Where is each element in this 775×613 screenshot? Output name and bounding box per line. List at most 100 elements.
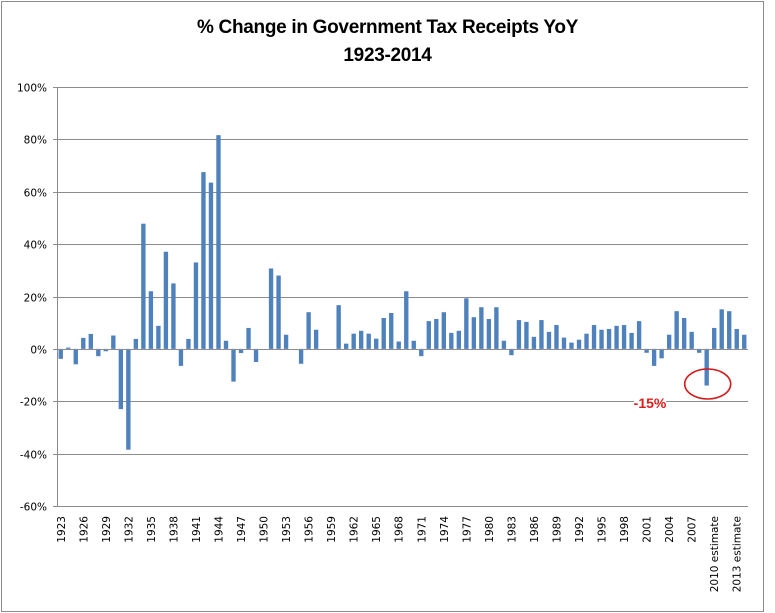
bar-1996 — [606, 328, 612, 349]
y-tick-label: -40% — [20, 450, 47, 462]
bar-2001 — [644, 348, 649, 353]
x-tick-label: 1983 — [506, 516, 518, 543]
x-tick-label: 1938 — [168, 516, 180, 543]
x-tick-label: 1974 — [439, 516, 451, 543]
bar-2013-estimate — [734, 328, 739, 349]
bar-1972 — [426, 321, 431, 349]
bar-1952 — [276, 275, 281, 349]
x-tick-label: 1932 — [123, 516, 135, 543]
x-tick-label: 1977 — [461, 516, 473, 543]
bar-1962 — [351, 333, 356, 349]
bar-1949 — [253, 348, 259, 362]
x-tick-label: 1953 — [281, 516, 293, 543]
x-tick-label: 1962 — [349, 516, 361, 543]
x-tick-label: 1968 — [394, 516, 406, 543]
bar-1926 — [81, 337, 86, 349]
x-tick-label: 1956 — [304, 516, 316, 543]
bar-1978 — [471, 317, 477, 349]
bar-1953 — [283, 334, 289, 349]
bar-1969 — [404, 291, 409, 349]
annotation-label: -15% — [634, 395, 667, 411]
bar-1999 — [629, 332, 634, 349]
x-tick-label: 2004 — [664, 516, 676, 543]
bar-1942 — [201, 172, 206, 349]
bar-1956 — [306, 312, 311, 349]
bar-1934 — [141, 223, 146, 349]
x-tick-label: 1950 — [259, 516, 271, 543]
annotation-ellipse — [683, 368, 732, 400]
bar-1970 — [411, 340, 416, 349]
bar-1965 — [374, 338, 379, 349]
bar-1939 — [178, 348, 184, 366]
bar-2014-estimate — [742, 334, 747, 349]
bar-1986 — [531, 336, 537, 349]
y-tick-label: -20% — [20, 397, 47, 409]
bar-1983 — [509, 348, 514, 356]
bar-1947 — [238, 348, 244, 354]
bar-2009 — [704, 348, 709, 386]
bar-1938 — [171, 283, 176, 349]
x-tick-label: 2001 — [642, 516, 654, 543]
y-tick-label: -60% — [20, 502, 47, 514]
bar-1993 — [584, 333, 589, 349]
bar-1985 — [524, 321, 529, 349]
y-tick-label: 80% — [24, 135, 47, 147]
y-tick-label: 60% — [24, 188, 47, 200]
chart-title: % Change in Government Tax Receipts YoY — [196, 17, 579, 38]
bar-2002 — [651, 348, 657, 366]
bar-1973 — [434, 319, 439, 349]
bar-1977 — [464, 298, 469, 349]
bar-1946 — [231, 348, 236, 382]
bar-2004 — [666, 334, 672, 349]
axes — [53, 87, 748, 507]
y-tick-label: 20% — [24, 293, 47, 305]
bar-1968 — [396, 341, 401, 349]
x-tick-label: 2007 — [687, 516, 699, 543]
bar-1995 — [599, 329, 604, 349]
bar-1967 — [389, 312, 394, 349]
bar-1966 — [381, 317, 386, 349]
bar-1944 — [216, 135, 221, 349]
bar-1943 — [208, 182, 214, 349]
bar-1948 — [246, 327, 251, 349]
bar-1924 — [66, 347, 71, 349]
bar-1941 — [193, 262, 199, 349]
x-tick-label: 1989 — [551, 516, 563, 543]
bar-1927 — [88, 333, 93, 349]
x-tick-label: 1992 — [574, 516, 586, 543]
x-tick-label: 1959 — [326, 516, 338, 543]
x-tick-label: 1944 — [213, 516, 225, 543]
x-tick-label: 1935 — [146, 516, 158, 543]
bar-1937 — [163, 251, 169, 349]
chart-subtitle: 1923-2014 — [343, 45, 432, 66]
annotations: -15% — [634, 368, 732, 411]
bar-1984 — [516, 320, 522, 349]
x-tick-label: 1929 — [101, 516, 113, 543]
bar-2000 — [636, 321, 642, 349]
bar-1982 — [501, 340, 507, 349]
bar-1976 — [456, 330, 462, 349]
bar-1933 — [133, 338, 139, 349]
bar-1980 — [486, 319, 492, 349]
x-tick-label: 1995 — [597, 516, 609, 543]
bar-2005 — [674, 311, 679, 349]
bar-1957 — [313, 329, 319, 349]
bar-1998 — [621, 325, 627, 349]
x-axis-ticks: 1923 1926 1929 1932 1935 1938 1941 1944 1947 1950… — [56, 516, 744, 593]
bar-1988 — [546, 331, 552, 349]
bar-2012-estimate — [727, 311, 732, 349]
bar-2003 — [659, 348, 664, 359]
bar-1930 — [111, 335, 116, 349]
bar-1925 — [73, 348, 78, 365]
y-tick-label: 40% — [24, 240, 47, 252]
bar-1951 — [268, 268, 274, 349]
x-tick-label: 1971 — [416, 516, 428, 543]
bar-1928 — [96, 348, 101, 357]
x-tick-label: 1986 — [529, 516, 541, 543]
bar-1936 — [156, 325, 161, 349]
bar-1987 — [539, 320, 544, 349]
bar-1991 — [569, 342, 574, 349]
x-tick-label: 2013 estimate — [732, 516, 744, 592]
